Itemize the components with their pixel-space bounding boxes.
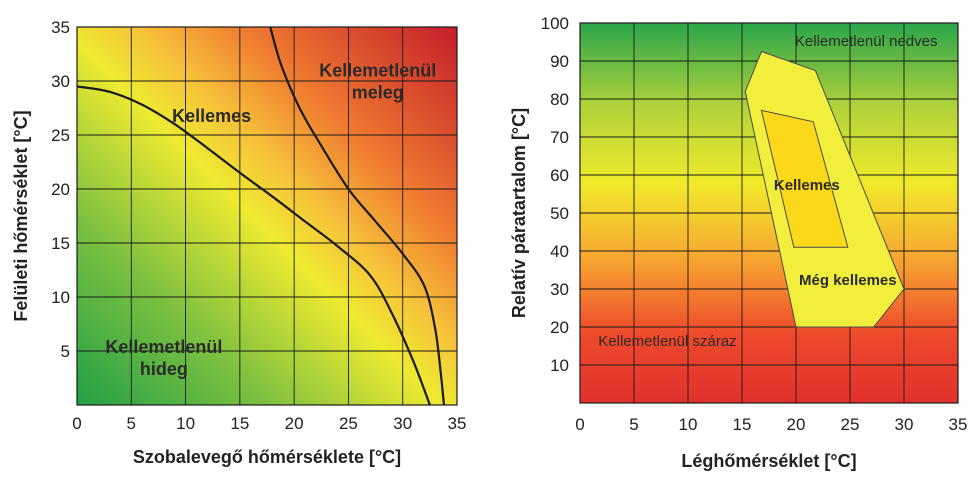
comfortable-zone bbox=[760, 109, 849, 248]
left-x-tick-label: 15 bbox=[230, 414, 249, 433]
right-y-tick-label: 40 bbox=[550, 242, 569, 261]
right-x-tick-label: 10 bbox=[679, 415, 698, 434]
right-x-tick-label: 15 bbox=[733, 415, 752, 434]
left-region-label: Kellemetlenül meleg bbox=[319, 61, 436, 103]
right-x-tick-label: 5 bbox=[629, 415, 638, 434]
left-x-tick-label: 5 bbox=[127, 414, 136, 433]
right-y-tick-label: 20 bbox=[550, 318, 569, 337]
left-x-axis-label: Szobalevegő hőmérséklete [°C] bbox=[133, 447, 401, 467]
right-y-tick-label: 70 bbox=[550, 128, 569, 147]
left-y-tick-label: 25 bbox=[51, 126, 70, 145]
right-x-tick-label: 20 bbox=[787, 415, 806, 434]
right-y-tick-label: 100 bbox=[541, 14, 569, 33]
right-y-tick-label: 10 bbox=[550, 356, 569, 375]
left-x-tick-label: 0 bbox=[72, 414, 81, 433]
right-x-tick-label: 25 bbox=[841, 415, 860, 434]
right-x-tick-label: 35 bbox=[949, 415, 968, 434]
left-x-tick-label: 10 bbox=[176, 414, 195, 433]
cold-boundary-curve bbox=[76, 85, 431, 406]
left-region-label: Kellemes bbox=[172, 106, 251, 126]
right-region-label: Kellemes bbox=[774, 177, 840, 194]
right-region-label: Kellemetlenül száraz bbox=[598, 333, 736, 350]
right-y-tick-label: 30 bbox=[550, 280, 569, 299]
right-y-tick-label: 50 bbox=[550, 204, 569, 223]
right-x-tick-label: 30 bbox=[895, 415, 914, 434]
right-y-tick-label: 90 bbox=[550, 52, 569, 71]
left-y-tick-label: 5 bbox=[61, 342, 70, 361]
left-plot-background bbox=[77, 27, 457, 405]
left-y-tick-label: 35 bbox=[51, 18, 70, 37]
right-y-axis-label: Relatív páratartalom [°C] bbox=[509, 108, 529, 318]
right-x-axis-label: Léghőmérséklet [°C] bbox=[681, 451, 856, 471]
left-plot-frame bbox=[76, 26, 458, 406]
left-y-tick-label: 15 bbox=[51, 234, 70, 253]
left-x-tick-label: 25 bbox=[339, 414, 358, 433]
left-y-tick-label: 10 bbox=[51, 288, 70, 307]
right-y-tick-label: 60 bbox=[550, 166, 569, 185]
right-region-label: Még kellemes bbox=[799, 272, 897, 289]
left-x-tick-label: 30 bbox=[393, 414, 412, 433]
warm-boundary-curve bbox=[269, 26, 446, 406]
left-y-tick-label: 30 bbox=[51, 72, 70, 91]
left-y-axis-label: Felületi hőmérséklet [°C] bbox=[11, 110, 31, 321]
right-x-tick-label: 0 bbox=[575, 415, 584, 434]
right-y-tick-label: 80 bbox=[550, 90, 569, 109]
left-x-tick-label: 35 bbox=[448, 414, 467, 433]
left-x-tick-label: 20 bbox=[285, 414, 304, 433]
left-y-tick-label: 20 bbox=[51, 180, 70, 199]
left-region-label: Kellemetlenül hideg bbox=[105, 337, 222, 379]
right-region-label: Kellemetlenül nedves bbox=[795, 33, 938, 50]
right-plot-frame bbox=[579, 22, 959, 404]
